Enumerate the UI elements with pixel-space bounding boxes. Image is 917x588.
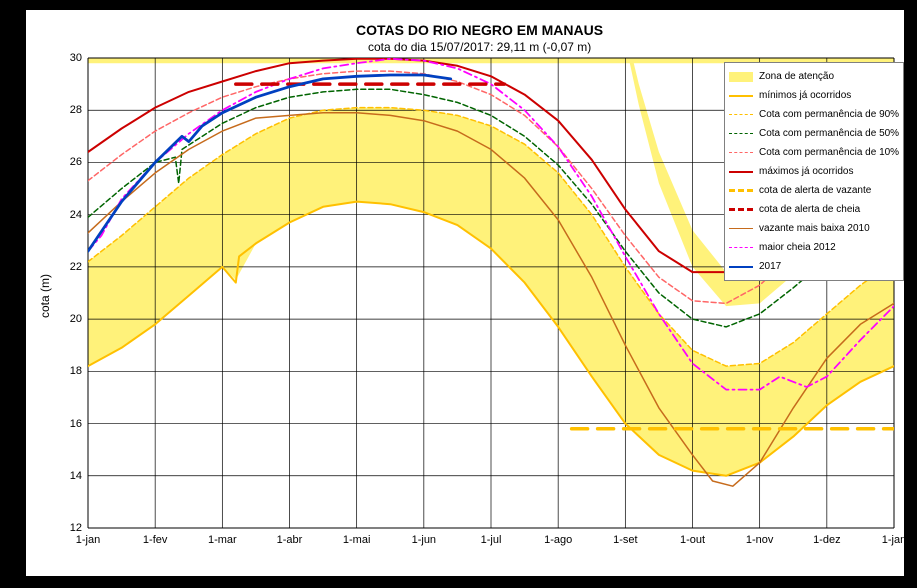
legend-row: cota de alerta de vazante	[729, 181, 899, 200]
legend-label: Zona de atenção	[759, 71, 834, 82]
legend-row: Cota com permanência de 10%	[729, 143, 899, 162]
legend-swatch	[729, 184, 753, 198]
chart-title: COTAS DO RIO NEGRO EM MANAUS	[356, 22, 603, 38]
x-tick-label: 1-jun	[412, 534, 436, 546]
x-tick-label: 1-jan	[76, 534, 100, 546]
legend-label: cota de alerta de vazante	[759, 185, 871, 196]
y-tick-label: 30	[52, 52, 82, 64]
chart-subtitle: cota do dia 15/07/2017: 29,11 m (-0,07 m…	[368, 40, 591, 54]
y-tick-label: 20	[52, 313, 82, 325]
y-tick-label: 26	[52, 156, 82, 168]
x-tick-label: 1-abr	[277, 534, 303, 546]
legend-row: máximos já ocorridos	[729, 162, 899, 181]
x-tick-label: 1-ago	[544, 534, 572, 546]
legend-row: cota de alerta de cheia	[729, 200, 899, 219]
legend-swatch	[729, 146, 753, 160]
legend-label: 2017	[759, 261, 781, 272]
y-tick-label: 24	[52, 209, 82, 221]
legend-swatch	[729, 89, 753, 103]
x-tick-label: 1-dez	[813, 534, 841, 546]
x-tick-label: 1-jan	[882, 534, 906, 546]
legend-row: Zona de atenção	[729, 67, 899, 86]
legend-row: vazante mais baixa 2010	[729, 219, 899, 238]
legend-label: Cota com permanência de 10%	[759, 147, 899, 158]
y-tick-label: 12	[52, 522, 82, 534]
x-tick-label: 1-mai	[343, 534, 371, 546]
legend-swatch	[729, 203, 753, 217]
legend-label: maior cheia 2012	[759, 242, 836, 253]
legend-label: mínimos já ocorridos	[759, 90, 851, 101]
legend-label: Cota com permanência de 50%	[759, 128, 899, 139]
legend-row: mínimos já ocorridos	[729, 86, 899, 105]
legend-swatch	[729, 165, 753, 179]
legend-row: Cota com permanência de 90%	[729, 105, 899, 124]
y-tick-label: 28	[52, 104, 82, 116]
y-tick-label: 22	[52, 261, 82, 273]
x-tick-label: 1-out	[680, 534, 705, 546]
legend-swatch	[729, 127, 753, 141]
legend-swatch	[729, 260, 753, 274]
y-tick-label: 16	[52, 418, 82, 430]
y-tick-label: 14	[52, 470, 82, 482]
legend-label: Cota com permanência de 90%	[759, 109, 899, 120]
y-tick-label: 18	[52, 365, 82, 377]
legend-row: maior cheia 2012	[729, 238, 899, 257]
chart-container: COTAS DO RIO NEGRO EM MANAUS cota do dia…	[26, 10, 904, 576]
x-tick-label: 1-fev	[143, 534, 167, 546]
legend-label: vazante mais baixa 2010	[759, 223, 870, 234]
x-tick-label: 1-nov	[746, 534, 774, 546]
legend-label: máximos já ocorridos	[759, 166, 853, 177]
legend-row: 2017	[729, 257, 899, 276]
legend-swatch	[729, 222, 753, 236]
legend: Zona de atenção mínimos já ocorridos Cota …	[724, 62, 904, 281]
legend-label: cota de alerta de cheia	[759, 204, 860, 215]
legend-swatch	[729, 241, 753, 255]
y-axis-label: cota (m)	[38, 274, 52, 318]
legend-swatch	[729, 70, 753, 84]
x-tick-label: 1-jul	[481, 534, 502, 546]
legend-row: Cota com permanência de 50%	[729, 124, 899, 143]
x-tick-label: 1-mar	[208, 534, 237, 546]
x-tick-label: 1-set	[613, 534, 637, 546]
legend-swatch	[729, 108, 753, 122]
